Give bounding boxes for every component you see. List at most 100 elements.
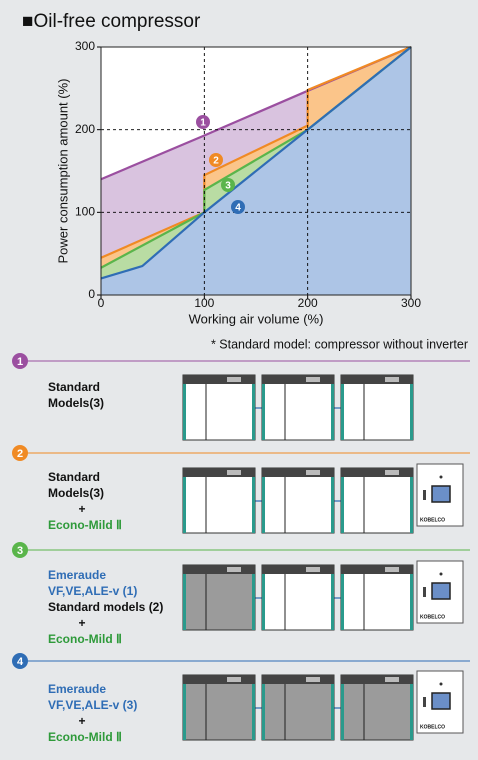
unit-top <box>183 375 255 384</box>
section-text: Econo-Mild Ⅱ <box>48 518 122 532</box>
unit-body <box>340 467 414 534</box>
y-tick-label: 200 <box>75 122 95 136</box>
unit-body <box>261 374 335 441</box>
unit-body <box>261 564 335 631</box>
unit-body <box>182 674 256 741</box>
section-text: + <box>78 502 85 516</box>
unit-panel <box>306 377 320 382</box>
section-text: + <box>78 616 85 630</box>
econo-handle <box>423 587 426 597</box>
x-tick-label: 200 <box>298 296 318 310</box>
unit-top <box>262 675 334 684</box>
section-text: Econo-Mild Ⅱ <box>48 632 122 646</box>
x-tick-label: 100 <box>194 296 214 310</box>
unit-body <box>340 564 414 631</box>
section-text: VF,VE,ALE-v (3) <box>48 698 137 712</box>
unit-edge <box>183 477 186 533</box>
econo-handle <box>423 697 426 707</box>
unit-top <box>341 565 413 574</box>
chart-title: ■Oil-free compressor <box>22 11 201 32</box>
unit-body <box>261 674 335 741</box>
unit-panel <box>385 567 399 572</box>
series-badge <box>221 178 235 192</box>
compressor-unit <box>182 564 256 631</box>
unit-panel <box>227 470 241 475</box>
section-number: 2 <box>17 448 23 460</box>
x-axis-label: Working air volume (%) <box>189 311 324 326</box>
unit-edge <box>341 384 344 440</box>
unit-edge <box>252 574 255 630</box>
section-number: 3 <box>17 545 23 557</box>
unit-edge <box>410 574 413 630</box>
unit-edge <box>262 574 265 630</box>
unit-edge <box>410 384 413 440</box>
series-label: 4 <box>235 203 241 214</box>
econo-led <box>439 475 443 479</box>
unit-panel <box>227 567 241 572</box>
section-number: 4 <box>17 656 24 668</box>
plot-frame <box>100 46 412 296</box>
note: * Standard model: compressor without inv… <box>211 337 468 351</box>
econo-brand: KOBELCO <box>420 614 445 620</box>
unit-top <box>341 468 413 477</box>
section-text: Standard <box>48 470 100 484</box>
unit-edge <box>341 477 344 533</box>
unit-edge <box>183 574 186 630</box>
unit-edge <box>262 477 265 533</box>
unit-body <box>340 674 414 741</box>
series-label: 2 <box>213 156 219 167</box>
series-line <box>100 45 412 259</box>
unit-edge <box>262 384 265 440</box>
y-tick-label: 100 <box>75 205 95 219</box>
compressor-unit <box>261 374 335 441</box>
section-badge <box>12 353 28 369</box>
section-text: + <box>78 714 85 728</box>
compressor-unit <box>340 374 414 441</box>
unit-top <box>341 375 413 384</box>
unit-edge <box>410 684 413 740</box>
section-text: Emeraude <box>48 568 106 582</box>
unit-edge <box>331 684 334 740</box>
compressor-unit <box>182 674 256 741</box>
unit-body <box>182 564 256 631</box>
unit-panel <box>385 470 399 475</box>
econo-led <box>439 572 443 576</box>
series-badge <box>231 200 245 214</box>
unit-top <box>183 675 255 684</box>
unit-top <box>183 565 255 574</box>
unit-edge <box>262 684 265 740</box>
unit-top <box>183 468 255 477</box>
compressor-unit <box>182 467 256 534</box>
unit-body <box>182 467 256 534</box>
econo-brand: KOBELCO <box>420 517 445 523</box>
unit-panel <box>385 677 399 682</box>
econo-led <box>439 682 443 686</box>
section-badge <box>12 445 28 461</box>
unit-top <box>262 468 334 477</box>
unit-body <box>182 374 256 441</box>
compressor-unit <box>261 467 335 534</box>
unit-body <box>340 374 414 441</box>
econo-screen <box>431 485 451 503</box>
unit-top <box>262 375 334 384</box>
unit-edge <box>341 684 344 740</box>
compressor-unit <box>261 674 335 741</box>
unit-panel <box>227 377 241 382</box>
compressor-unit <box>261 564 335 631</box>
section-text: Standard <box>48 380 100 394</box>
y-axis-label: Power consumption amount (%) <box>55 79 70 264</box>
section-number: 1 <box>17 356 23 368</box>
x-tick-label: 0 <box>98 296 105 310</box>
section-text: Econo-Mild Ⅱ <box>48 730 122 744</box>
series-badge <box>209 153 223 167</box>
y-tick-label: 300 <box>75 39 95 53</box>
unit-body <box>261 467 335 534</box>
section-text: Standard models (2) <box>48 600 163 614</box>
econo-handle <box>423 490 426 500</box>
section-badge <box>12 653 28 669</box>
section-text: Models(3) <box>48 486 104 500</box>
unit-edge <box>341 574 344 630</box>
unit-top <box>341 675 413 684</box>
y-tick-label: 0 <box>88 287 95 301</box>
